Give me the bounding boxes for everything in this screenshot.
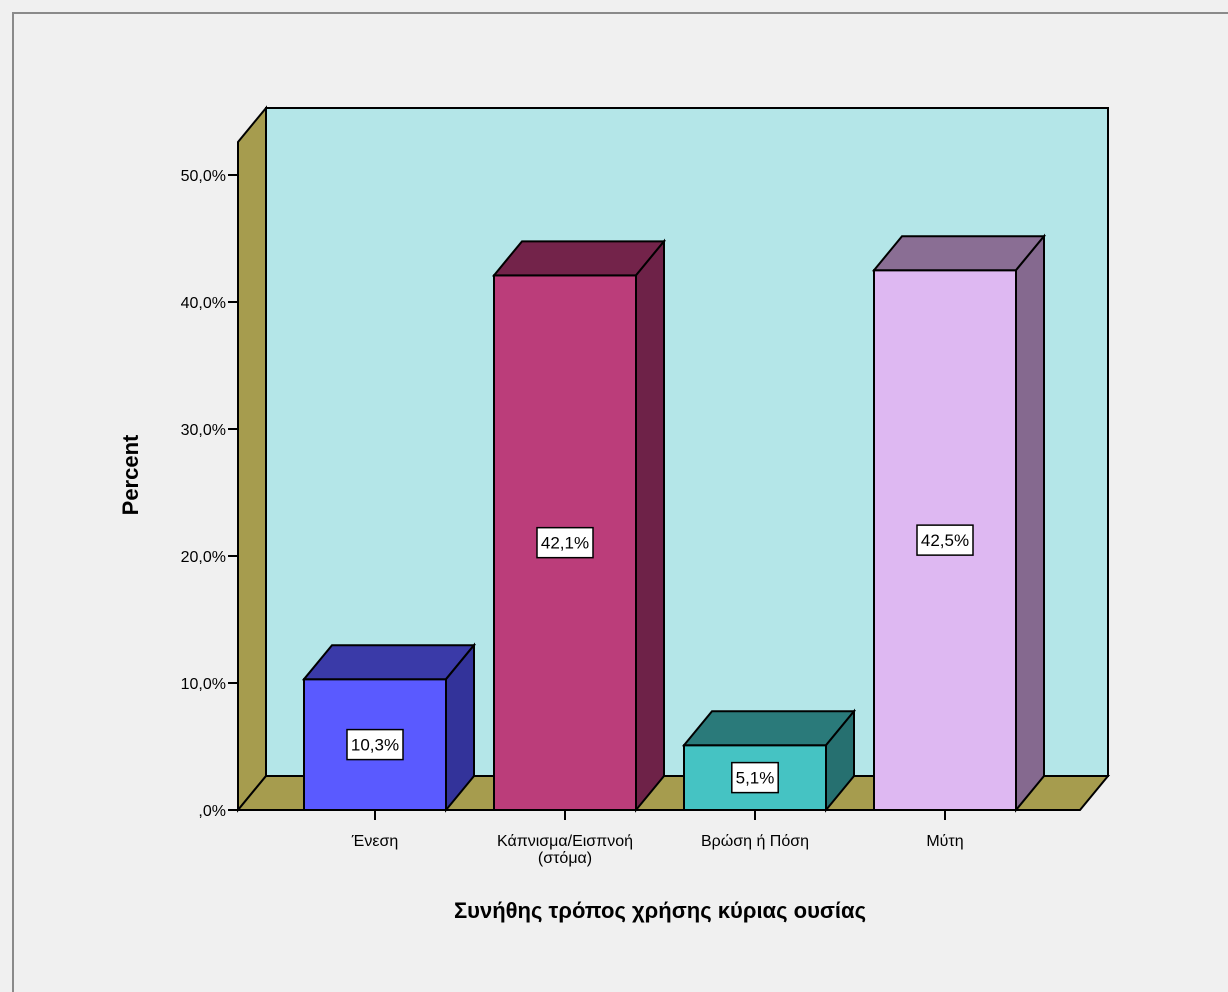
data-label-box: [346, 728, 404, 761]
bar-top: [681, 710, 857, 747]
bar-top: [491, 240, 667, 277]
bars: 10,3% 42,1% 5,1% 42,5%: [301, 233, 1047, 813]
x-category-label: Βρώση ή Πόση: [701, 833, 809, 850]
x-category-label-line: (στόμα): [538, 850, 592, 867]
bar-top: [871, 235, 1047, 272]
bar-side: [1015, 233, 1045, 813]
bar: 5,1%: [681, 708, 857, 813]
data-label: 42,1%: [536, 526, 594, 559]
data-label: 5,1%: [731, 761, 779, 794]
y-tick-label: 30,0%: [181, 422, 226, 439]
x-category-label-line: Βρώση ή Πόση: [701, 833, 809, 850]
data-label-text: 42,1%: [541, 534, 589, 553]
x-category-label-line: Κάπνισμα/Εισπνοή: [497, 833, 633, 850]
data-label-box: [536, 526, 594, 559]
left-wall: [237, 105, 267, 813]
bar-side: [825, 708, 855, 813]
bar: 42,5%: [871, 233, 1047, 813]
data-label-text: 5,1%: [736, 769, 775, 788]
x-category-label-line: Μύτη: [926, 833, 963, 850]
data-label: 42,5%: [916, 524, 974, 556]
y-tick-label: 50,0%: [181, 168, 226, 185]
bar: 10,3%: [301, 642, 477, 813]
bar-side: [445, 642, 475, 813]
data-label: 10,3%: [346, 728, 404, 761]
y-tick-label: 20,0%: [181, 549, 226, 566]
data-label-box: [731, 761, 779, 794]
x-axis: Ένεση Κάπνισμα/Εισπνοή (στόμα) Βρώση ή Πόση…: [351, 810, 964, 867]
data-label-text: 10,3%: [351, 736, 399, 755]
data-label-text: 42,5%: [921, 531, 969, 550]
y-tick-label: 40,0%: [181, 295, 226, 312]
bar: 42,1%: [491, 238, 667, 813]
y-tick-label: ,0%: [198, 803, 226, 820]
y-axis: ,0% 10,0% 20,0% 30,0% 40,0% 50,0%: [181, 168, 238, 820]
x-category-label: Ένεση: [351, 833, 398, 850]
x-category-label-line: Ένεση: [351, 833, 398, 850]
y-axis-title: Percent: [118, 434, 143, 515]
bar-top: [301, 644, 477, 681]
bar-side: [635, 238, 665, 813]
x-category-label: Μύτη: [926, 833, 963, 850]
y-tick-label: 10,0%: [181, 676, 226, 693]
data-label-box: [916, 524, 974, 556]
x-category-label: Κάπνισμα/Εισπνοή (στόμα): [497, 833, 633, 867]
x-axis-title: Συνήθης τρόπος χρήσης κύριας ουσίας: [454, 898, 866, 923]
